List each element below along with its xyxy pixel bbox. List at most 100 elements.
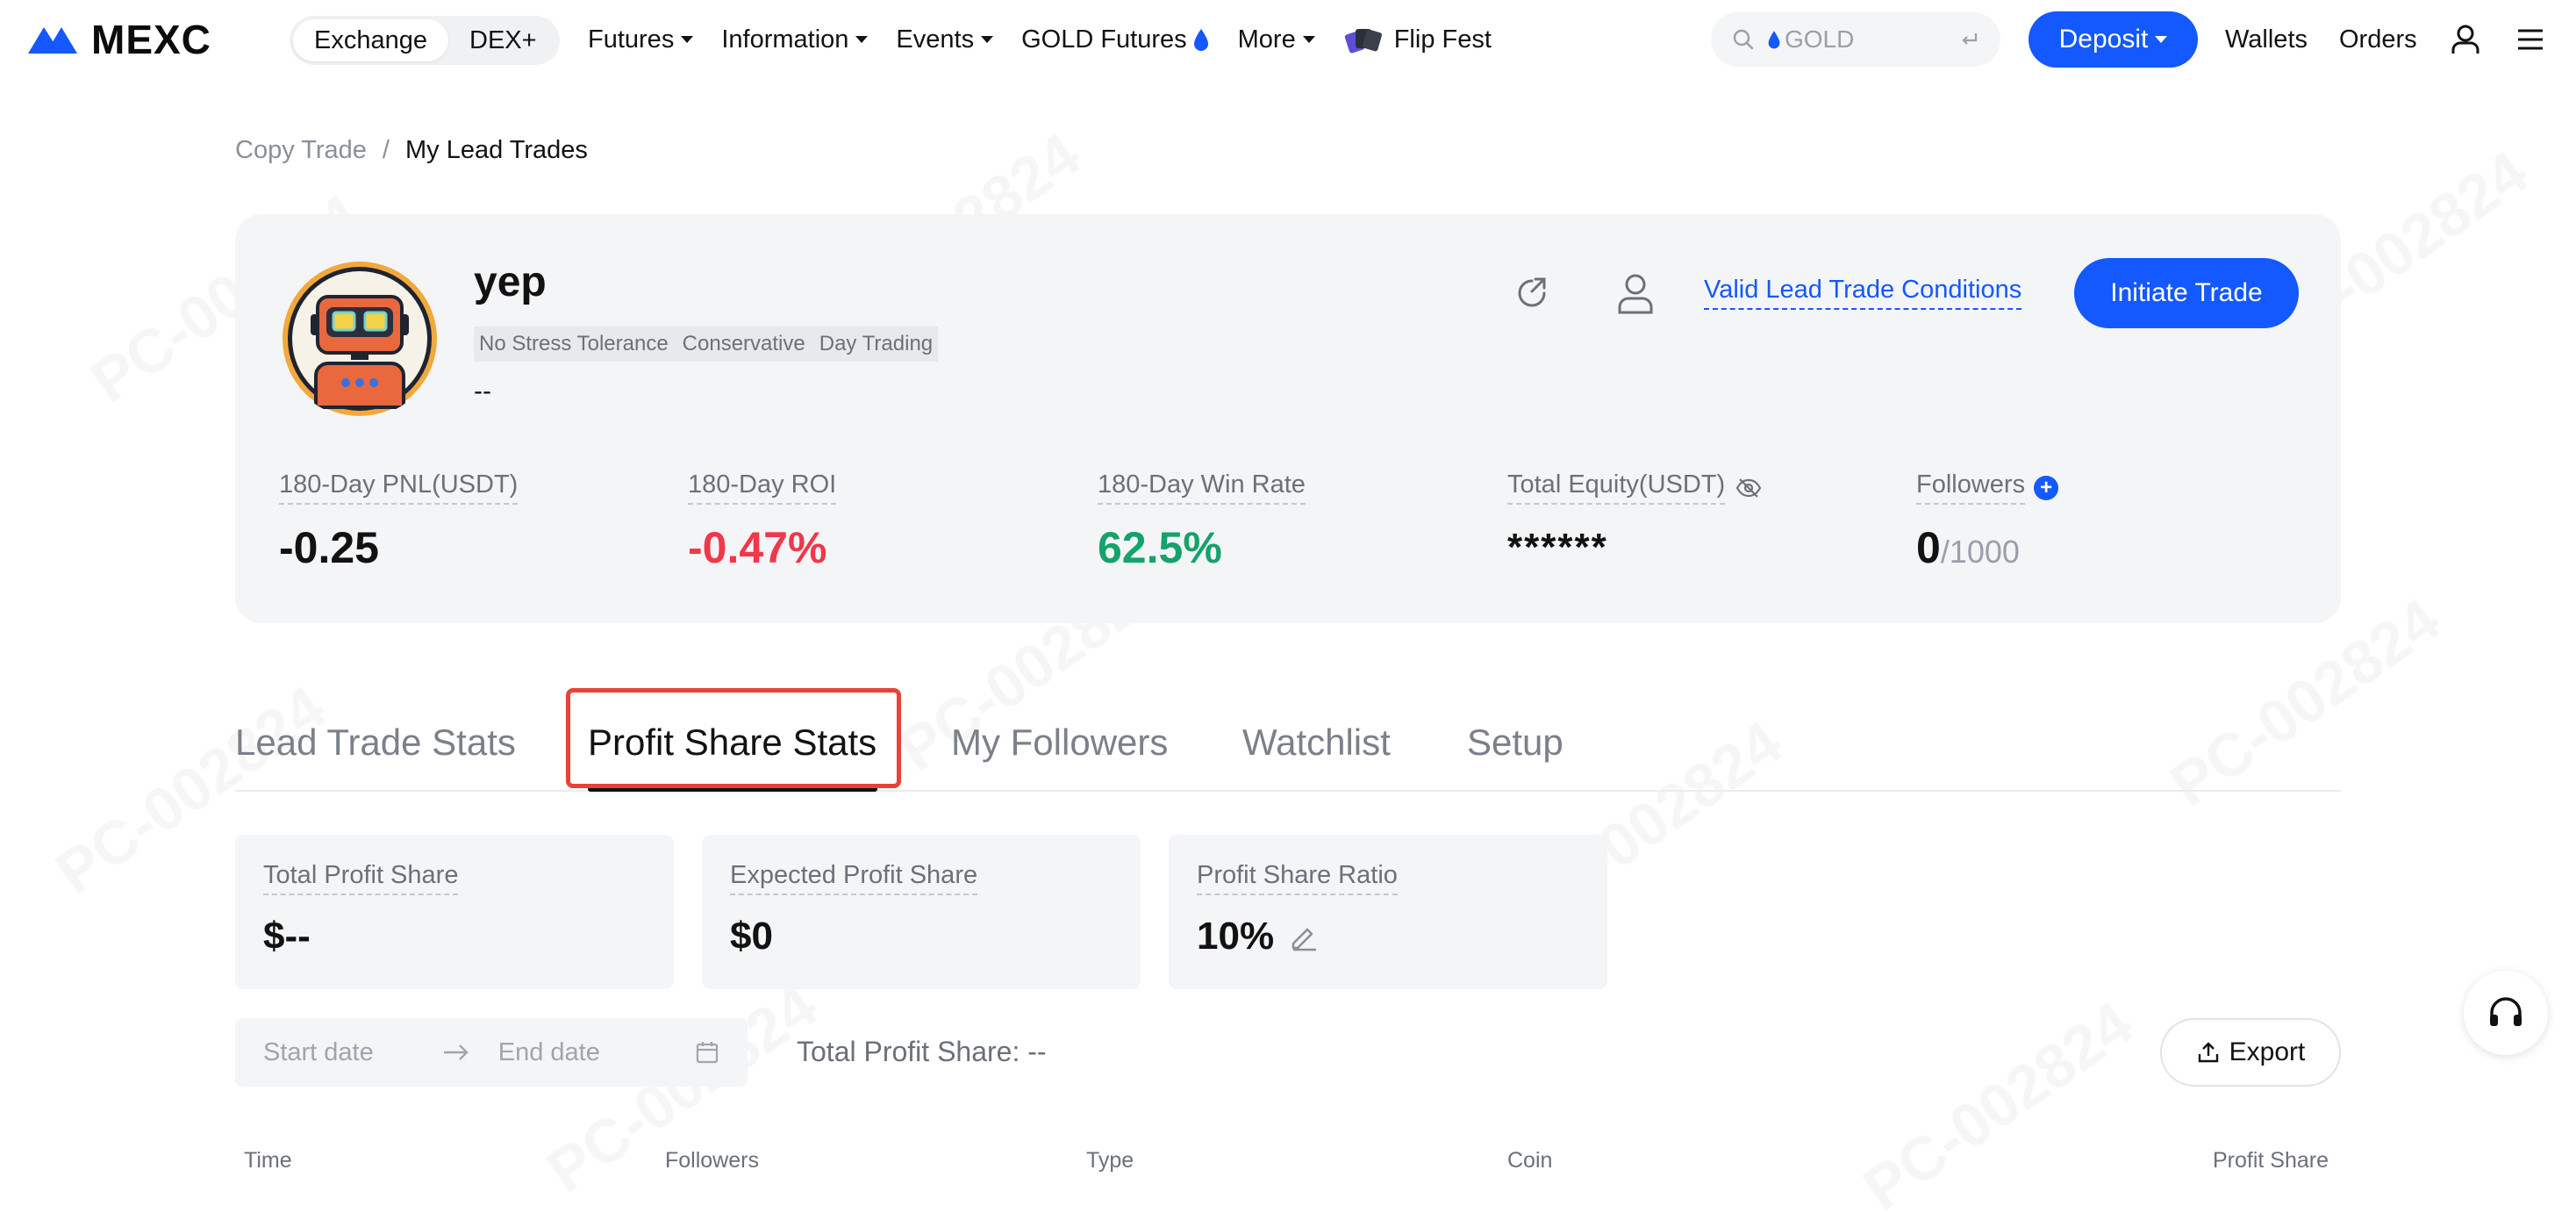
caret-down-icon (2155, 36, 2168, 43)
main-nav: Futures Information Events GOLD Futures … (588, 0, 1520, 79)
total-profit-share-box: Total Profit Share $-- (235, 835, 674, 989)
caret-down-icon (1302, 36, 1315, 43)
nav-events[interactable]: Events (896, 25, 994, 54)
trader-tag: Conservative (673, 327, 811, 362)
edit-pencil-icon[interactable] (1288, 921, 1320, 952)
eye-hidden-icon[interactable] (1735, 477, 1762, 499)
search-input[interactable]: GOLD (1767, 25, 1958, 54)
nav-gold-futures[interactable]: GOLD Futures (1021, 25, 1210, 54)
export-button[interactable]: Export (2160, 1018, 2341, 1087)
sbox-label: Total Profit Share (263, 861, 459, 895)
wallets-link[interactable]: Wallets (2225, 25, 2308, 54)
column-header-profit-share: Profit Share (2213, 1148, 2329, 1173)
sbox-value: 10% (1197, 915, 1275, 958)
top-nav-bar: MEXC Exchange DEX+ Futures Information E… (0, 0, 2576, 79)
stat-value: ****** (1507, 526, 1608, 569)
nav-label: Information (721, 25, 849, 54)
customer-support-button[interactable] (2464, 971, 2548, 1055)
profile-icon[interactable] (1611, 269, 1660, 318)
search-box[interactable]: GOLD (1711, 12, 2000, 67)
stat-roi: 180-Day ROI -0.47% (688, 470, 837, 573)
stat-label: Total Equity(USDT) (1507, 470, 1726, 505)
stat-total-equity: Total Equity(USDT) ****** (1507, 470, 1762, 570)
trader-tags: No Stress Tolerance Conservative Day Tra… (474, 327, 939, 362)
market-switch: Exchange DEX+ (290, 16, 560, 65)
nav-label: GOLD Futures (1021, 25, 1187, 54)
total-profit-share-summary: Total Profit Share: -- (797, 1036, 1047, 1067)
date-range-picker[interactable]: Start date End date (235, 1018, 748, 1087)
stat-value: 62.5% (1098, 523, 1222, 572)
nav-flip-fest[interactable]: Flip Fest (1343, 25, 1492, 54)
logo-text: MEXC (91, 17, 211, 62)
stat-label: Followers (1916, 470, 2026, 505)
stat-pnl: 180-Day PNL(USDT) -0.25 (279, 470, 519, 573)
search-icon (1733, 29, 1754, 50)
stat-value: -0.47% (688, 523, 827, 572)
end-date-input[interactable]: End date (497, 1037, 600, 1066)
segment-dex[interactable]: DEX+ (469, 25, 537, 54)
stat-value: -0.25 (279, 523, 379, 572)
caret-down-icon (855, 36, 869, 43)
trader-tag: Day Trading (810, 327, 939, 362)
share-icon[interactable] (1507, 269, 1556, 318)
tab-setup[interactable]: Setup (1467, 721, 1563, 763)
mexc-logo[interactable]: MEXC (26, 17, 211, 62)
valid-lead-trade-conditions-link[interactable]: Valid Lead Trade Conditions (1704, 276, 2022, 310)
arrow-right-icon (443, 1044, 469, 1060)
column-header-coin: Coin (1507, 1148, 1553, 1173)
stat-win-rate: 180-Day Win Rate 62.5% (1098, 470, 1306, 573)
highlight-annotation (566, 688, 901, 788)
stat-followers: Followers + 0/1000 (1916, 470, 2059, 573)
breadcrumb-separator: / (382, 136, 390, 164)
orders-link[interactable]: Orders (2339, 25, 2417, 54)
active-tab-indicator (588, 786, 877, 792)
nav-information[interactable]: Information (721, 25, 869, 54)
stats-tabs: Lead Trade Stats Profit Share Stats My F… (235, 676, 2341, 792)
column-header-followers: Followers (665, 1148, 759, 1173)
trader-name: yep (474, 259, 547, 305)
caret-down-icon (681, 36, 694, 43)
nav-label: Flip Fest (1393, 25, 1492, 54)
headset-icon (2490, 997, 2522, 1026)
lead-trader-profile-card: yep No Stress Tolerance Conservative Day… (235, 214, 2341, 623)
stat-label: 180-Day Win Rate (1098, 470, 1306, 505)
calendar-icon[interactable] (695, 1040, 719, 1065)
tab-my-followers[interactable]: My Followers (951, 721, 1169, 763)
expected-profit-share-box: Expected Profit Share $0 (702, 835, 1141, 989)
stat-label: 180-Day PNL(USDT) (279, 470, 519, 505)
user-icon[interactable] (2448, 22, 2483, 57)
ratio-value-row: 10% (1197, 915, 1579, 958)
hamburger-menu-icon[interactable] (2513, 22, 2548, 57)
robot-avatar (283, 262, 437, 416)
trader-bio: -- (474, 377, 491, 406)
deposit-button[interactable]: Deposit (2029, 11, 2198, 68)
plus-icon[interactable]: + (2034, 475, 2059, 500)
deposit-label: Deposit (2058, 25, 2149, 54)
cards-icon (1344, 29, 1382, 54)
segment-exchange[interactable]: Exchange (293, 19, 448, 61)
tab-watchlist[interactable]: Watchlist (1242, 721, 1391, 763)
sbox-label: Expected Profit Share (730, 861, 978, 895)
breadcrumb-current: My Lead Trades (404, 136, 588, 164)
tab-lead-trade-stats[interactable]: Lead Trade Stats (235, 721, 516, 763)
column-header-type: Type (1086, 1148, 1134, 1173)
tab-profit-share-stats[interactable]: Profit Share Stats (588, 721, 877, 763)
search-placeholder: GOLD (1785, 25, 1855, 53)
export-upload-icon (2198, 1042, 2218, 1063)
sbox-label: Profit Share Ratio (1197, 861, 1398, 895)
nav-more[interactable]: More (1238, 25, 1315, 54)
breadcrumb-copy-trade[interactable]: Copy Trade (235, 136, 367, 164)
mexc-logo-icon (28, 27, 77, 54)
start-date-input[interactable]: Start date (263, 1037, 374, 1066)
nav-futures[interactable]: Futures (588, 25, 694, 54)
blue-drop-icon (1193, 29, 1208, 51)
profit-share-ratio-box: Profit Share Ratio 10% (1169, 835, 1607, 989)
export-label: Export (2229, 1037, 2306, 1066)
nav-label: Futures (588, 25, 675, 54)
followers-max: /1000 (1940, 534, 2020, 570)
trader-tag: No Stress Tolerance (474, 327, 674, 362)
followers-value: 0 (1916, 523, 1941, 572)
enter-key-icon (1962, 33, 1978, 45)
initiate-trade-button[interactable]: Initiate Trade (2074, 258, 2299, 328)
nav-label: More (1237, 25, 1296, 54)
